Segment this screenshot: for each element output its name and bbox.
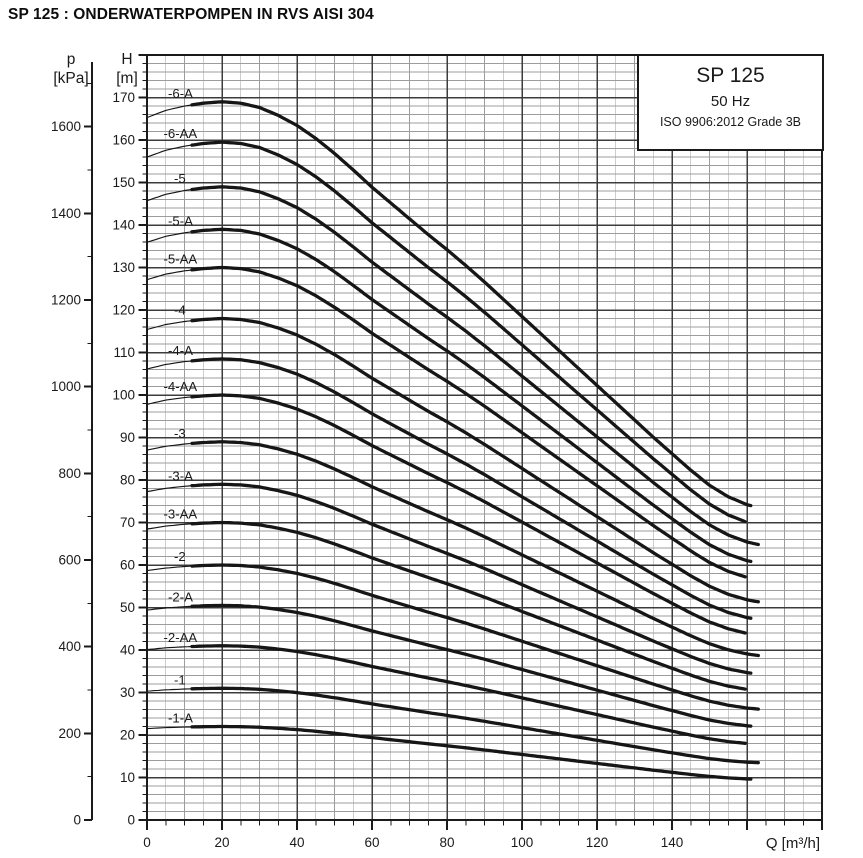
curve--4-AA (190, 393, 747, 635)
pump-model-label: SP 125 (696, 64, 765, 87)
curve-start--5 (146, 188, 193, 202)
curve--3-AA (190, 520, 747, 691)
h-tick-label: 160 (112, 133, 135, 148)
x-tick-label: 40 (289, 835, 304, 850)
p-axis-unit: [kPa] (53, 70, 88, 87)
curve-label--3-A: -3-A (168, 468, 193, 483)
curve-start--4 (146, 320, 193, 331)
curve-start--5-AA (146, 269, 193, 281)
curve--2-AA (190, 644, 747, 745)
curve-start--4-AA (146, 396, 193, 405)
x-tick-label: 0 (143, 835, 151, 850)
page-title: SP 125 : ONDERWATERPOMPEN IN RVS AISI 30… (8, 6, 374, 23)
h-tick-label: 120 (112, 303, 135, 318)
curve--4-A (190, 357, 753, 620)
curve--3-A (190, 482, 753, 675)
curve-start--5-A (146, 231, 193, 243)
curve--1-A (190, 724, 753, 781)
p-tick-label: 0 (73, 813, 81, 828)
curve-start--3-AA (146, 523, 193, 530)
h-tick-label: 110 (113, 345, 135, 360)
h-axis-name: H (121, 51, 132, 68)
p-tick-label: 1600 (51, 119, 81, 134)
x-tick-label: 80 (439, 835, 454, 850)
curve-label--2-A: -2-A (168, 589, 193, 604)
h-tick-label: 90 (120, 430, 135, 445)
curve--2 (190, 563, 760, 711)
curve-label--4: -4 (174, 303, 186, 318)
curve-start--2-A (146, 605, 193, 611)
curve--5 (190, 185, 760, 547)
curve-start--1-A (146, 726, 193, 730)
p-tick-label: 1400 (51, 206, 81, 221)
curve--2-A (190, 603, 753, 728)
h-tick-label: 100 (112, 388, 135, 403)
curve-start--3 (146, 442, 193, 451)
x-tick-label: 20 (214, 835, 229, 850)
curve--1 (190, 686, 760, 765)
curve--3 (190, 440, 760, 658)
x-axis: 0 20 40 60 80 100 120 140 Q [m³/h] (143, 820, 823, 852)
curve-label--5-AA: -5-AA (164, 252, 198, 267)
curve-label--3-AA: -3-AA (164, 507, 198, 522)
h-tick-label: 60 (120, 558, 135, 573)
x-tick-label: 140 (661, 835, 684, 850)
curve-start--2 (146, 565, 193, 572)
curve-label--1: -1 (174, 672, 186, 687)
curve-label--4-AA: -4-AA (164, 379, 198, 394)
h-tick-label: 170 (112, 90, 135, 105)
h-tick-label: 40 (120, 643, 135, 658)
p-tick-label: 600 (58, 552, 81, 567)
curve-label--6-AA: -6-AA (164, 126, 198, 141)
p-tick-label: 1200 (51, 292, 81, 307)
curve--4 (190, 316, 760, 604)
h-tick-label: 50 (120, 600, 135, 615)
curve-label--6-A: -6-A (168, 86, 193, 101)
p-tick-label: 400 (58, 639, 81, 654)
curve-start--4-A (146, 360, 193, 370)
h-tick-label: 130 (112, 260, 135, 275)
pump-curves: -6-A -6-AA -5 -5-A -5-AA -4 -4-A -4-AA -3 -3-A -3-… (146, 86, 760, 781)
curve-start--6-AA (146, 144, 193, 158)
p-axis-name: p (67, 51, 76, 68)
x-axis-unit-label: Q [m³/h] (766, 835, 820, 852)
curve-label--3: -3 (174, 426, 186, 441)
p-tick-label: 200 (58, 726, 81, 741)
curve--5-A (190, 227, 753, 564)
chart-info-box: SP 125 50 Hz ISO 9906:2012 Grade 3B (637, 54, 824, 151)
curve-start--3-A (146, 485, 193, 493)
curve--5-AA (190, 265, 747, 579)
h-axis-unit: [m] (116, 70, 138, 87)
h-tick-label: 10 (120, 770, 135, 785)
curve--6-A (190, 100, 753, 508)
h-tick-label: 140 (112, 218, 135, 233)
curve-label--1-A: -1-A (168, 711, 193, 726)
p-tick-label: 800 (58, 466, 81, 481)
curve-start--6-A (146, 104, 193, 119)
curve--6-AA (190, 140, 747, 524)
curve-label--2: -2 (174, 549, 186, 564)
curve-start--1 (146, 688, 193, 692)
curve-start--2-AA (146, 645, 193, 651)
x-tick-label: 100 (511, 835, 534, 850)
curve-label--2-AA: -2-AA (164, 630, 198, 645)
x-tick-label: 60 (364, 835, 379, 850)
h-axis: 0 10 20 30 40 50 60 70 80 90 100 110 120 130 140 150 160… (112, 51, 147, 828)
h-tick-label: 20 (120, 728, 135, 743)
curve-label--4-A: -4-A (168, 343, 193, 358)
h-tick-label: 30 (120, 685, 135, 700)
h-tick-label: 0 (127, 813, 135, 828)
curve-label--5-A: -5-A (168, 213, 193, 228)
iso-standard-label: ISO 9906:2012 Grade 3B (659, 115, 802, 129)
h-tick-label: 150 (112, 175, 135, 190)
frequency-label: 50 Hz (710, 93, 751, 110)
x-tick-label: 120 (586, 835, 609, 850)
h-tick-label: 70 (120, 515, 135, 530)
curve-label--5: -5 (174, 171, 186, 186)
h-tick-label: 80 (120, 473, 135, 488)
p-axis: 0 200 400 600 800 1000 1200 1400 1600 p [kPa] (51, 51, 93, 828)
p-tick-label: 1000 (51, 379, 81, 394)
